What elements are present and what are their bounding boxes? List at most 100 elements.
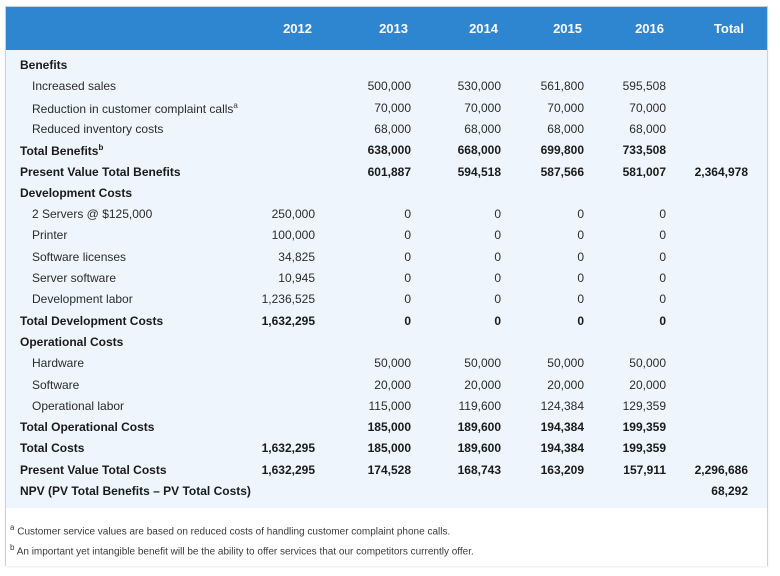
row-label-text: Increased sales: [32, 79, 117, 94]
table-cell: 50,000: [374, 356, 411, 371]
table-cell: 50,000: [629, 356, 666, 371]
row-label: Reduction in customer complaint callsa: [32, 101, 238, 116]
table-row: Total Costs 1,632,295 185,000 189,600 194,38…: [6, 438, 767, 459]
table-row: Reduced inventory costs 68,000 68,000 68,00…: [6, 119, 767, 140]
table-row: NPV (PV Total Benefits – PV Total Costs)…: [6, 481, 767, 502]
cost-benefit-table: 2012 2013 2014 2015 2016 Total Benefits I…: [5, 6, 768, 566]
row-label: Software: [32, 378, 79, 392]
table-cell: 0: [494, 292, 501, 307]
row-label: Server software: [32, 271, 116, 285]
footnote-text: An important yet intangible benefit will…: [16, 546, 474, 558]
row-label-text: 2 Servers @ $125,000: [32, 207, 153, 222]
table-cell: 124,384: [540, 398, 584, 413]
row-label-text: Present Value Total Benefits: [20, 164, 181, 179]
footnote-ref: a: [233, 100, 238, 110]
footnote-a: a Customer service values are based on r…: [10, 523, 450, 537]
footnotes: a Customer service values are based on r…: [6, 508, 767, 566]
table-cell: 68,000: [374, 121, 411, 136]
row-label-text: Reduction in customer complaint calls: [32, 101, 234, 116]
row-label-text: Printer: [32, 228, 68, 243]
table-row: Software 20,000 20,000 20,000 20,000: [6, 375, 767, 396]
table-cell: 638,000: [367, 143, 411, 158]
table-row: Server software 10,945 0 0 0 0: [6, 268, 767, 289]
table-row: Development Costs: [6, 183, 767, 204]
table-cell: 194,384: [540, 441, 584, 456]
table-cell: 0: [404, 249, 411, 264]
table-cell: 189,600: [457, 441, 501, 456]
table-cell: 500,000: [367, 79, 411, 94]
table-cell: 601,887: [367, 164, 411, 179]
row-label: 2 Servers @ $125,000: [32, 207, 152, 221]
footnote-mark: a: [10, 523, 15, 532]
table-row: Reduction in customer complaint callsa 70…: [6, 98, 767, 119]
table-cell: 594,518: [457, 164, 501, 179]
table-cell: 185,000: [367, 420, 411, 435]
table-row: Total Benefitsb 638,000 668,000 699,800 733,…: [6, 140, 767, 161]
row-label: Benefits: [20, 58, 67, 72]
row-label: Total Development Costs: [20, 314, 163, 328]
table-cell: 70,000: [374, 100, 411, 115]
table-cell: 0: [494, 207, 501, 222]
table-cell: 68,292: [711, 484, 748, 498]
table-cell: 50,000: [547, 356, 584, 371]
table-row: Present Value Total Costs 1,632,295 174,52…: [6, 460, 767, 481]
table-cell: 2,296,686: [694, 462, 748, 477]
footnote-b: b An important yet intangible benefit wi…: [10, 543, 474, 557]
row-label-text: Total Costs: [20, 441, 85, 456]
table-cell: 699,800: [540, 143, 584, 158]
row-label-text: Benefits: [20, 58, 68, 72]
table-cell: 20,000: [547, 377, 584, 392]
year-header-2014: 2014: [469, 21, 498, 36]
row-label: Development labor: [32, 292, 133, 306]
row-label-text: Operational Costs: [20, 334, 124, 349]
table-cell: 0: [404, 292, 411, 307]
table-cell: 0: [659, 292, 666, 307]
row-label: Total Operational Costs: [20, 420, 154, 434]
table-cell: 20,000: [629, 377, 666, 392]
table-cell: 20,000: [464, 377, 501, 392]
table-cell: 115,000: [368, 398, 412, 413]
table-cell: 1,632,295: [261, 313, 315, 328]
table-cell: 561,800: [540, 79, 584, 94]
table-cell: 0: [659, 207, 666, 222]
table-cell: 68,000: [629, 121, 666, 136]
table-cell: 595,508: [622, 79, 666, 94]
table-row: Benefits: [6, 55, 767, 76]
table-cell: 1,632,295: [261, 441, 315, 456]
table-row: Software licenses 34,825 0 0 0 0: [6, 247, 767, 268]
row-label-text: Development labor: [32, 292, 133, 307]
total-header: Total: [713, 21, 744, 36]
table-cell: 0: [494, 271, 501, 285]
table-row: Printer 100,000 0 0 0 0: [6, 225, 767, 246]
row-label-text: Software: [32, 377, 80, 392]
row-label-text: NPV (PV Total Benefits – PV Total Costs): [20, 484, 251, 498]
table-cell: 0: [659, 313, 666, 328]
row-label-text: Hardware: [32, 356, 85, 371]
table-cell: 34,825: [278, 249, 315, 264]
table-cell: 199,359: [622, 420, 666, 435]
row-label-text: Software licenses: [32, 249, 127, 264]
table-header: 2012 2013 2014 2015 2016 Total: [6, 7, 767, 50]
table-cell: 68,000: [547, 121, 584, 136]
row-label: Software licenses: [32, 250, 126, 264]
table-row: Increased sales 500,000 530,000 561,800 595,…: [6, 76, 767, 97]
row-label: Total Benefitsb: [20, 143, 103, 158]
table-cell: 194,384: [540, 420, 584, 435]
row-label-text: Present Value Total Costs: [20, 462, 167, 477]
row-label: Present Value Total Benefits: [20, 165, 181, 179]
table-cell: 733,508: [622, 143, 666, 158]
table-cell: 0: [659, 271, 666, 285]
table-cell: 581,007: [622, 164, 666, 179]
table-cell: 587,566: [540, 164, 584, 179]
table-cell: 70,000: [629, 100, 666, 115]
table-row: Hardware 50,000 50,000 50,000 50,000: [6, 353, 767, 374]
row-label: Operational Costs: [20, 335, 123, 349]
table-cell: 530,000: [457, 79, 501, 94]
row-label-text: Reduced inventory costs: [32, 121, 164, 136]
table-cell: 0: [494, 249, 501, 264]
table-cell: 129,359: [622, 398, 666, 413]
table-cell: 0: [659, 228, 666, 243]
row-label: Operational labor: [32, 399, 124, 413]
table-cell: 0: [404, 207, 411, 222]
table-cell: 0: [577, 228, 584, 243]
